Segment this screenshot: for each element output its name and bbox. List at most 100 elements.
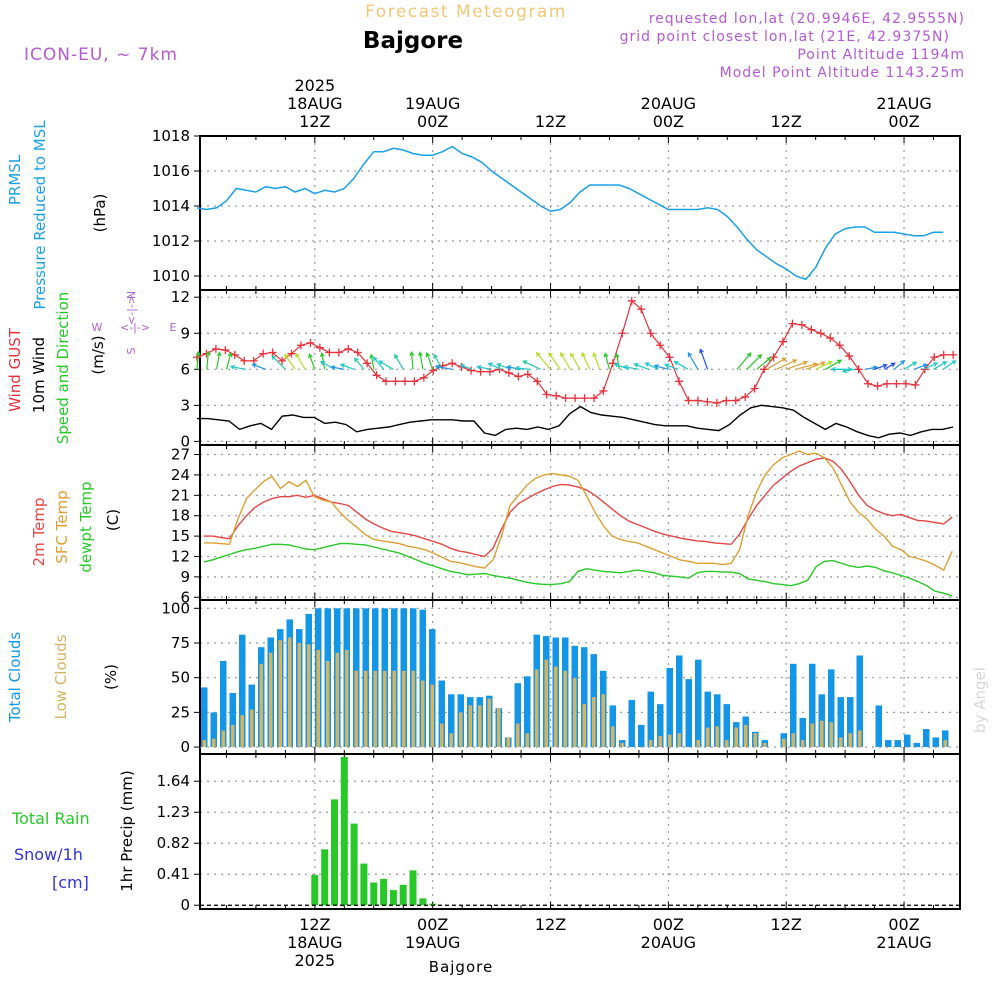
total-cloud-bar [685, 679, 692, 748]
low-cloud-bar [592, 697, 596, 747]
wind-arrow [284, 353, 296, 370]
y-tick-label: 0 [180, 896, 190, 914]
total-cloud-bar [818, 694, 825, 747]
gust-marker [372, 371, 381, 380]
wind-arrow [418, 351, 424, 370]
low-cloud-bar [307, 644, 311, 748]
wind-arrow [746, 354, 763, 370]
rain-bar [311, 875, 319, 906]
wind-arrow [633, 362, 649, 370]
gust-marker [608, 359, 617, 368]
footer-location: Bajgore [429, 958, 493, 976]
low-cloud-bar [744, 724, 748, 748]
gust-marker [523, 370, 532, 379]
time-label: 2025 [294, 76, 335, 95]
low-cloud-bar [345, 649, 349, 747]
wind-arrow [330, 365, 345, 370]
gust-marker [514, 372, 523, 381]
time-label: 12Z [299, 915, 330, 934]
total-clouds-label: Total Clouds [6, 632, 24, 724]
time-label: 20AUG [641, 94, 696, 113]
total-cloud-bar [723, 704, 730, 748]
total-cloud-bar [657, 704, 664, 748]
gust-marker [797, 320, 806, 329]
gust-marker [287, 349, 296, 358]
time-label: 12Z [535, 112, 566, 131]
gust-marker [391, 377, 400, 386]
wind-arrow [736, 352, 752, 370]
wind-arrow [570, 352, 581, 370]
wind-arrow [535, 351, 551, 370]
total-cloud-bar [666, 668, 673, 748]
dewpt-line [203, 542, 953, 597]
rain-bar [409, 870, 417, 906]
gust-marker [703, 397, 712, 406]
gust-marker [816, 329, 825, 338]
gust-marker [344, 344, 353, 353]
wind-panel: 12 9 6 3 0 Wind GUST 10m Wind Speed and Directi… [6, 288, 961, 450]
wind-arrow [893, 359, 906, 370]
low-cloud-bar [554, 666, 558, 748]
y-tick-label: 0 [180, 738, 190, 756]
y-tick-label: 0 [180, 432, 190, 450]
wind-arrow [514, 365, 531, 371]
gust-marker [939, 350, 948, 359]
gust-marker [892, 379, 901, 388]
wind-arrow [353, 357, 365, 370]
low-cloud-bar [525, 733, 529, 748]
low-cloud-bar [611, 726, 615, 748]
low-cloud-bar [573, 677, 577, 748]
gust-marker [467, 366, 476, 375]
total-cloud-bar [201, 687, 208, 748]
low-cloud-bar [278, 640, 282, 747]
total-cloud-bar [638, 724, 645, 748]
time-label: 18AUG [287, 933, 342, 952]
gust-marker [835, 341, 844, 350]
product-title: Forecast Meteogram [365, 2, 567, 22]
low-cloud-bar [734, 727, 738, 747]
low-cloud-bar [326, 661, 330, 747]
gust-marker [599, 386, 608, 395]
gust-marker [873, 382, 882, 391]
grid-point-coords: grid point closest lon,lat (21E, 42.9375… [620, 29, 950, 45]
low-cloud-bar [202, 740, 206, 747]
wind-arrow [369, 353, 375, 370]
rain-bar [360, 863, 368, 906]
total-cloud-bar [609, 705, 616, 747]
low-cloud-bar [354, 670, 358, 748]
low-cloud-bar [269, 652, 273, 747]
low-cloud-bar [668, 734, 672, 748]
location-title: Bajgore [363, 28, 463, 54]
total-cloud-bar [419, 609, 426, 748]
wind-arrow [378, 360, 394, 370]
low-cloud-bar [506, 737, 510, 748]
y-tick-label: 75 [171, 634, 190, 652]
gust-marker [448, 359, 457, 368]
low-cloud-bar [801, 740, 805, 747]
gust-marker [230, 350, 239, 359]
low-cloud-bar [373, 670, 377, 748]
gust-marker [684, 396, 693, 405]
wind-arrow [815, 360, 834, 370]
low-cloud-bar [402, 670, 406, 748]
time-label: 00Z [653, 112, 684, 131]
gust-marker [221, 346, 230, 355]
rain-bar [340, 757, 348, 906]
gust-marker [854, 365, 863, 374]
low-cloud-bar [383, 670, 387, 748]
dir-arrow-v: <-|-> [125, 295, 138, 325]
y-tick-label: 0.41 [157, 865, 190, 883]
y-tick-label: 1.64 [157, 772, 190, 790]
wind-arrow [425, 351, 434, 370]
time-label: 21AUG [876, 933, 931, 952]
wind-arrow [644, 362, 659, 370]
wind-arrow [225, 351, 233, 370]
y-tick-label: 9 [180, 324, 190, 342]
gust-marker [419, 373, 428, 382]
y-tick-label: 1018 [152, 127, 190, 145]
gust-marker [665, 353, 674, 362]
time-label: 12Z [771, 915, 802, 934]
low-cloud-bar [497, 708, 501, 747]
